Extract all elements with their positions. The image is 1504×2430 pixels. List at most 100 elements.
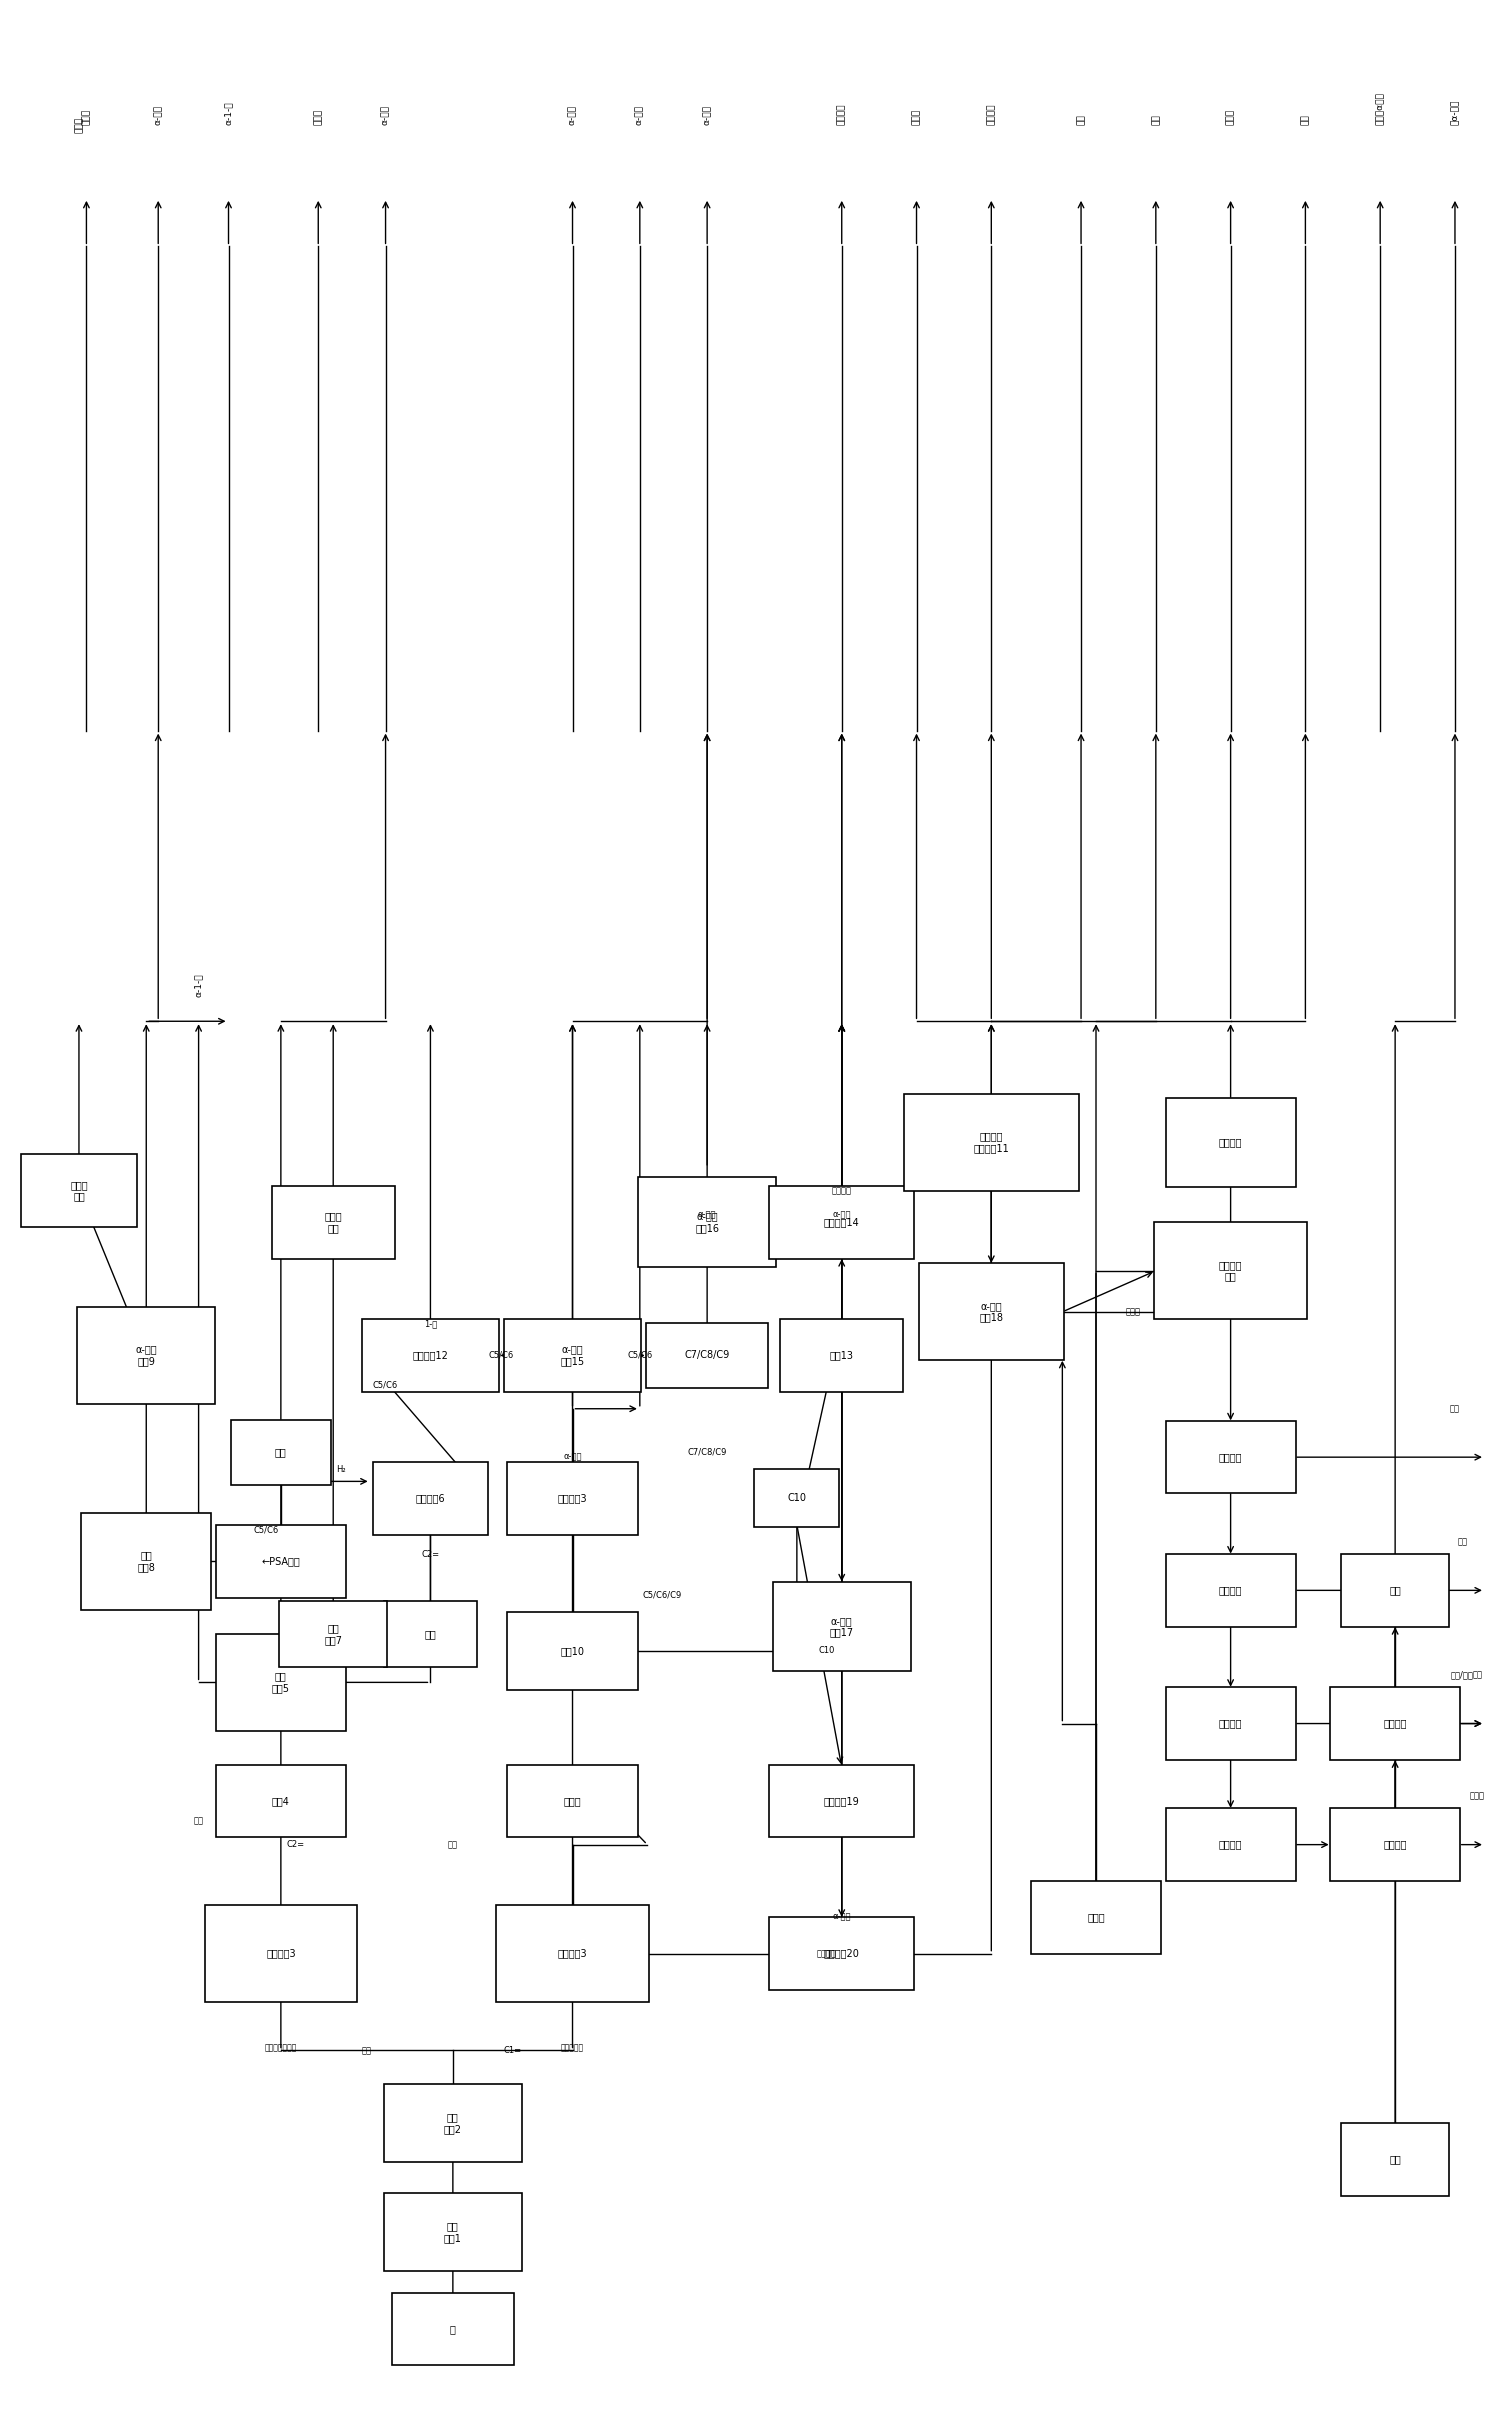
Text: 精馏: 精馏 [1390, 2155, 1402, 2165]
Text: 低温合成反应水: 低温合成反应水 [265, 2044, 298, 2053]
Text: C2=: C2= [421, 1550, 439, 1558]
Text: 轻油: 轻油 [1077, 114, 1086, 126]
Text: C5/C6/C9: C5/C6/C9 [642, 1592, 681, 1599]
Text: C10: C10 [788, 1494, 806, 1504]
FancyBboxPatch shape [1166, 1422, 1295, 1494]
Text: 气化
单元1: 气化 单元1 [444, 2221, 462, 2243]
FancyBboxPatch shape [754, 1470, 839, 1528]
Text: α-己烯: α-己烯 [635, 104, 644, 126]
Text: 加氢处理19: 加氢处理19 [824, 1796, 860, 1805]
Text: C2=: C2= [287, 1840, 305, 1849]
Text: 重整汽油: 重整汽油 [832, 1186, 851, 1196]
Text: 选择催化20: 选择催化20 [824, 1949, 860, 1959]
FancyBboxPatch shape [215, 1764, 346, 1837]
Text: C7/C8/C9: C7/C8/C9 [687, 1448, 726, 1458]
Text: 乙醇/丙醇: 乙醇/丙醇 [1451, 1669, 1474, 1679]
Text: 深冷
分离5: 深冷 分离5 [272, 1672, 290, 1694]
Text: 催化重整14: 催化重整14 [824, 1217, 860, 1227]
FancyBboxPatch shape [391, 2291, 514, 2364]
Text: α-烯烃
分离17: α-烯烃 分离17 [830, 1616, 854, 1638]
Text: α-癸烯
分离15: α-癸烯 分离15 [561, 1344, 585, 1366]
FancyBboxPatch shape [215, 1526, 346, 1597]
FancyBboxPatch shape [919, 1264, 1063, 1361]
Text: C10: C10 [818, 1648, 835, 1655]
FancyBboxPatch shape [373, 1463, 487, 1536]
Text: 合成蜡油: 合成蜡油 [817, 1949, 836, 1959]
Text: 催化加氢12: 催化加氢12 [412, 1351, 448, 1361]
Text: 1-烯: 1-烯 [424, 1319, 438, 1329]
Text: 酮醛分离: 酮醛分离 [1218, 1584, 1242, 1597]
FancyBboxPatch shape [504, 1319, 641, 1392]
Text: H₂: H₂ [335, 1465, 346, 1473]
FancyBboxPatch shape [769, 1186, 914, 1259]
FancyBboxPatch shape [1330, 1686, 1460, 1759]
FancyBboxPatch shape [1330, 1808, 1460, 1881]
Text: 重柴油: 重柴油 [1226, 109, 1235, 126]
Text: α-烯烃
分离9: α-烯烃 分离9 [135, 1344, 156, 1366]
Text: α-烯烃
分离18: α-烯烃 分离18 [979, 1300, 1003, 1322]
FancyBboxPatch shape [384, 2085, 522, 2163]
FancyBboxPatch shape [496, 1905, 648, 2002]
FancyBboxPatch shape [1166, 1808, 1295, 1881]
FancyBboxPatch shape [507, 1611, 638, 1689]
FancyBboxPatch shape [384, 2194, 522, 2272]
Text: 乙醇: 乙醇 [1450, 1405, 1460, 1414]
Text: 聚丙烯: 聚丙烯 [314, 109, 323, 126]
FancyBboxPatch shape [215, 1633, 346, 1730]
Text: 乙酸: 乙酸 [1472, 1669, 1483, 1679]
Text: 聚丙烯
单元: 聚丙烯 单元 [325, 1213, 341, 1232]
Text: 汽油: 汽油 [1152, 114, 1160, 126]
Text: 骤冷塔: 骤冷塔 [564, 1796, 582, 1805]
Text: 蜡油处理
成蜡单元11: 蜡油处理 成蜡单元11 [973, 1132, 1009, 1154]
FancyBboxPatch shape [280, 1601, 387, 1667]
Text: ←PSA提氢: ←PSA提氢 [262, 1555, 301, 1567]
FancyBboxPatch shape [384, 1601, 477, 1667]
FancyBboxPatch shape [638, 1179, 776, 1266]
Text: 银α-烯烃: 银α-烯烃 [1450, 100, 1459, 126]
Text: 脱硫4: 脱硫4 [272, 1796, 290, 1805]
Text: α-汽油: α-汽油 [569, 104, 578, 126]
Text: 合成反应水: 合成反应水 [561, 2044, 584, 2053]
Text: 乙烯: 乙烯 [448, 1840, 457, 1849]
FancyBboxPatch shape [1155, 1222, 1307, 1319]
FancyBboxPatch shape [645, 1322, 769, 1388]
Text: α-己烯: α-己烯 [381, 104, 390, 126]
Text: C5/C6: C5/C6 [253, 1526, 278, 1533]
Text: 乙醇分离: 乙醇分离 [1218, 1453, 1242, 1463]
FancyBboxPatch shape [77, 1307, 215, 1405]
Text: 净化
单元2: 净化 单元2 [444, 2112, 462, 2134]
FancyBboxPatch shape [272, 1186, 394, 1259]
Text: 低温合成3: 低温合成3 [558, 1494, 588, 1504]
Text: 轻柴油: 轻柴油 [911, 109, 920, 126]
Text: 低温合成3: 低温合成3 [266, 1949, 296, 1959]
Text: C5/C6: C5/C6 [627, 1351, 653, 1361]
Text: 闪蒸: 闪蒸 [424, 1628, 436, 1638]
Text: C5/C6: C5/C6 [489, 1351, 513, 1361]
Text: 醋酸分离: 醋酸分离 [1218, 1137, 1242, 1147]
Text: 蜡油: 蜡油 [1301, 114, 1310, 126]
Text: α-癸烯: α-癸烯 [833, 1912, 851, 1922]
FancyBboxPatch shape [781, 1319, 902, 1392]
Text: 初分离: 初分离 [1087, 1912, 1105, 1922]
Text: 催化反应6: 催化反应6 [415, 1494, 445, 1504]
Text: 含醇水: 含醇水 [1126, 1307, 1142, 1317]
Text: 酸碱萃取: 酸碱萃取 [1218, 1840, 1242, 1849]
Text: 聚乙烯: 聚乙烯 [81, 109, 90, 126]
FancyBboxPatch shape [1030, 1881, 1161, 1954]
Text: 精馏: 精馏 [275, 1448, 287, 1458]
Text: C5/C6: C5/C6 [373, 1380, 399, 1390]
FancyBboxPatch shape [507, 1764, 638, 1837]
FancyBboxPatch shape [21, 1154, 137, 1227]
FancyBboxPatch shape [230, 1419, 331, 1485]
FancyBboxPatch shape [769, 1764, 914, 1837]
Text: 偶数碳α烯烃: 偶数碳α烯烃 [1376, 92, 1385, 126]
FancyBboxPatch shape [773, 1582, 910, 1672]
Text: 新馏: 新馏 [1390, 1584, 1402, 1597]
Text: α-辛烯: α-辛烯 [702, 104, 711, 126]
Text: 分馏10: 分馏10 [561, 1645, 585, 1655]
Text: 酸碱加盐: 酸碱加盐 [1384, 1718, 1406, 1728]
Text: 高温合成3: 高温合成3 [558, 1949, 588, 1959]
Text: 乙烯: 乙烯 [194, 1815, 203, 1825]
FancyBboxPatch shape [205, 1905, 356, 2002]
Text: 丙酮: 丙酮 [1457, 1538, 1468, 1545]
